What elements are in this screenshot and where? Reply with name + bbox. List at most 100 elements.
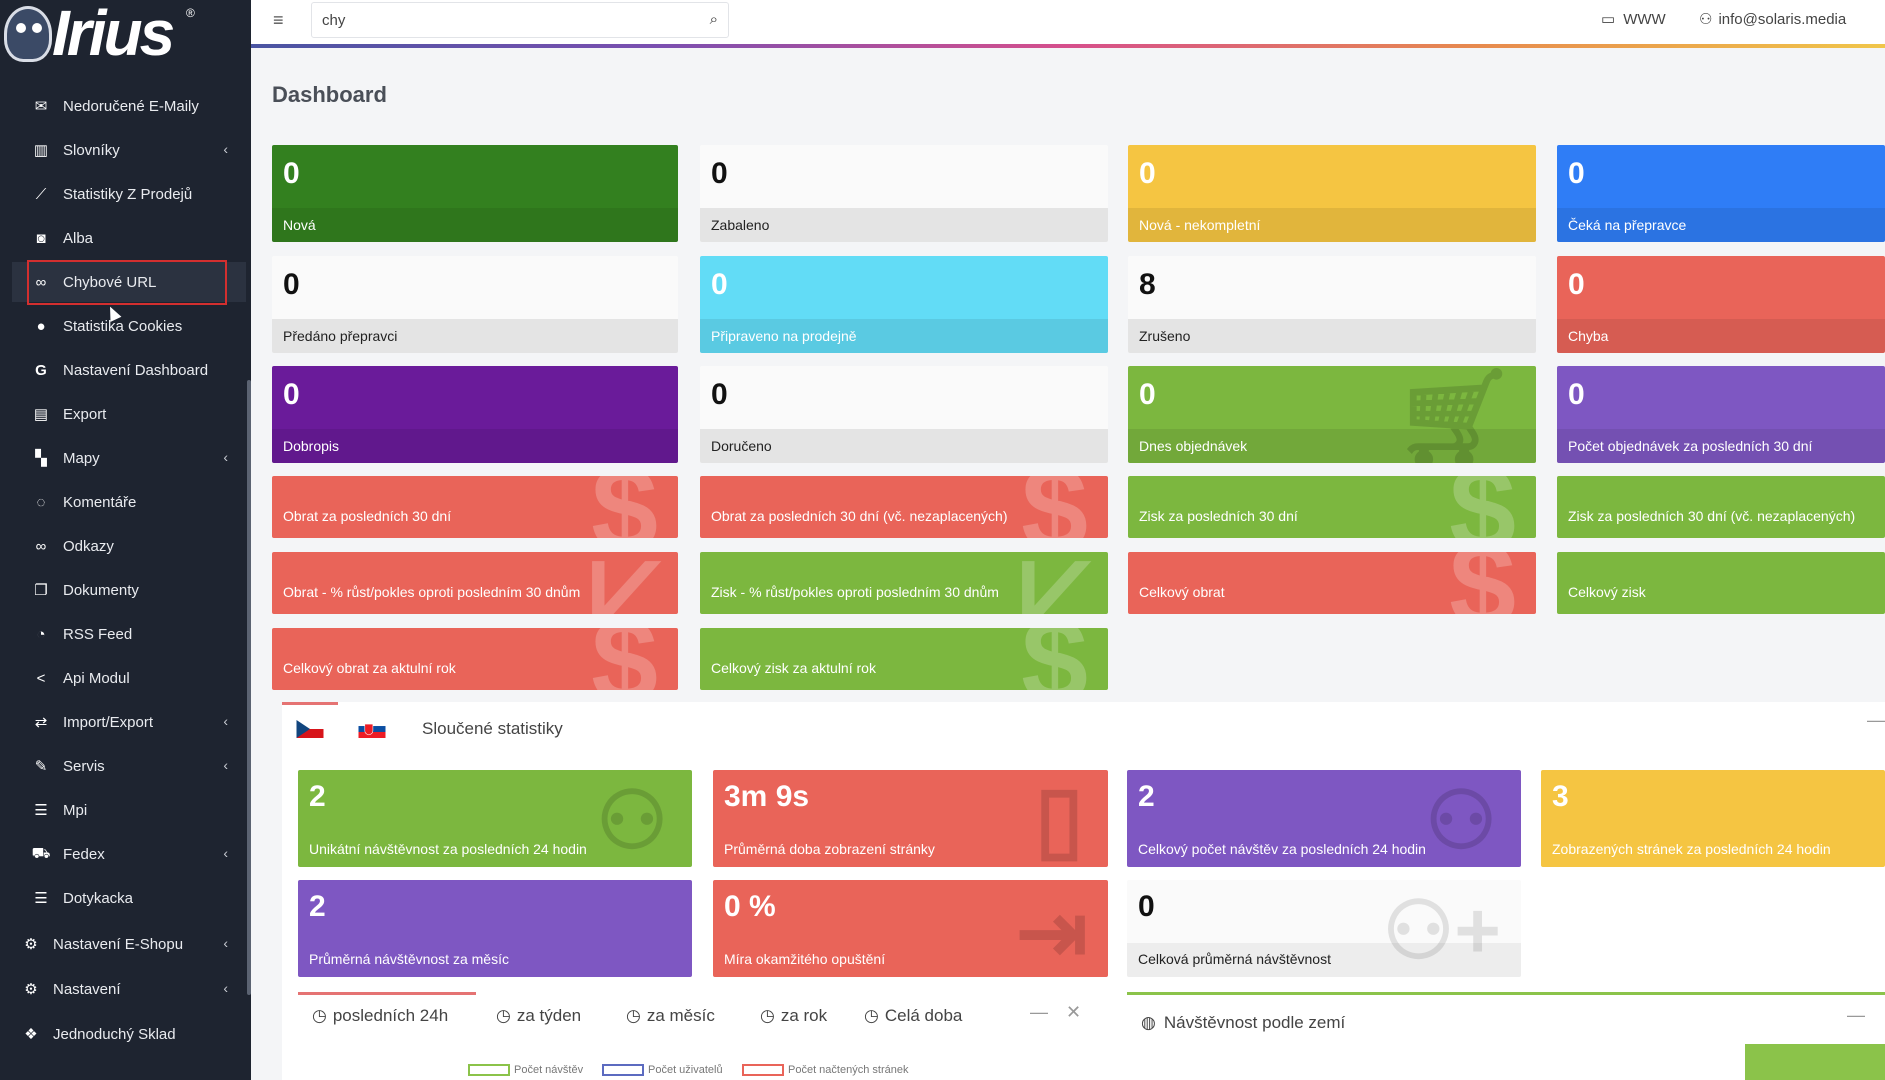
card-credit-note[interactable]: 0 Dobropis (272, 366, 678, 463)
tab-year[interactable]: ◷ za rok (760, 1006, 827, 1026)
hamburger-menu-icon[interactable]: ≡ (273, 10, 284, 30)
stat-label: Zobrazených stránek za posledních 24 hod… (1552, 841, 1831, 857)
stat-unique-visits[interactable]: 2 ⚇ Unikátní návštěvnost za posledních 24 … (298, 770, 692, 867)
card-value: 0 (1568, 268, 1585, 301)
tab-all-time[interactable]: ◷ Celá doba (864, 1006, 962, 1026)
sidebar-item-label: Statistiky Z Prodejů (63, 185, 193, 203)
legend-swatch (742, 1064, 784, 1076)
card-new-incomplete[interactable]: 0 Nová - nekompletní (1128, 145, 1536, 242)
card-value: 0 (711, 268, 728, 301)
minimize-icon[interactable]: — (1847, 1005, 1865, 1025)
card-orders-today[interactable]: 0 🛒︎ Dnes objednávek (1128, 366, 1536, 463)
strip-profit-growth[interactable]: ⩗ Zisk - % růst/pokles oproti posledním 3… (700, 552, 1108, 614)
strip-total-revenue[interactable]: $ Celkový obrat (1128, 552, 1536, 614)
card-label: Nová - nekompletní (1128, 208, 1536, 242)
sliders-icon: ☰ (34, 890, 48, 907)
sidebar-item-maps[interactable]: ▚ Mapy ‹ (12, 438, 246, 478)
sidebar-item-api-module[interactable]: < Api Modul (12, 658, 246, 698)
sidebar-scrollbar[interactable] (247, 380, 251, 995)
sidebar-item-documents[interactable]: ❐ Dokumenty (12, 570, 246, 610)
strip-profit-30-unpaid[interactable]: Zisk za posledních 30 dní (vč. nezaplace… (1557, 476, 1885, 538)
card-handed-carrier[interactable]: 0 Předáno přepravci (272, 256, 678, 353)
legend-label: Počet načtených stránek (788, 1064, 909, 1076)
sidebar-item-eshop-settings[interactable]: ⚙ Nastavení E-Shopu ‹ (12, 924, 246, 964)
stat-total-visits[interactable]: 2 ⚇ Celkový počet návštěv za posledních 24… (1127, 770, 1521, 867)
cookie-icon: ● (36, 317, 46, 335)
tab-week[interactable]: ◷ za týden (496, 1006, 581, 1026)
card-orders-30-days[interactable]: 0 Počet objednávek za posledních 30 dní (1557, 366, 1885, 463)
strip-profit-year[interactable]: $ Celkový zisk za aktulní rok (700, 628, 1108, 690)
card-error[interactable]: 0 Chyba (1557, 256, 1885, 353)
strip-revenue-growth[interactable]: ⩗ Obrat - % růst/pokles oproti posledním … (272, 552, 678, 614)
sidebar-item-export[interactable]: ▤ Export (12, 394, 246, 434)
legend-swatch (602, 1064, 644, 1076)
sidebar-item-label: Dokumenty (63, 581, 139, 599)
stat-bounce-rate[interactable]: 0 % ⇥ Míra okamžitého opuštění (713, 880, 1108, 977)
active-tab-indicator (298, 992, 476, 995)
sidebar-item-rss-feed[interactable]: ◔ RSS Feed (12, 614, 246, 654)
countries-title-text: Návštěvnost podle zemí (1163, 1013, 1346, 1032)
card-label: Předáno přepravci (272, 319, 678, 353)
stat-page-views[interactable]: 3 Zobrazených stránek za posledních 24 ho… (1541, 770, 1885, 867)
legend-pageviews: Počet načtených stránek (742, 1064, 908, 1076)
card-cancelled[interactable]: 8 Zrušeno (1128, 256, 1536, 353)
sidebar-item-dashboard-settings[interactable]: G Nastavení Dashboard (12, 350, 246, 390)
sidebar-item-comments[interactable]: ◌ Komentáře (12, 482, 246, 522)
sidebar-item-undelivered-emails[interactable]: ✉ Nedoručené E-Maily (12, 86, 246, 126)
www-link[interactable]: ▭ WWW (1601, 10, 1666, 29)
sidebar-item-dictionaries[interactable]: ▥ Slovníky ‹ (12, 130, 246, 170)
sidebar-item-service[interactable]: ✎ Servis ‹ (12, 746, 246, 786)
sidebar-item-label: Chybové URL (63, 273, 157, 291)
slovak-flag-icon[interactable] (358, 720, 386, 738)
strip-revenue-30-unpaid[interactable]: $ Obrat za posledních 30 dní (vč. nezapla… (700, 476, 1108, 538)
monitor-icon: ▭ (1601, 11, 1616, 28)
share-icon: < (36, 669, 46, 687)
strip-label: Celkový obrat za aktulní rok (283, 660, 456, 676)
sidebar-item-fedex[interactable]: ⛟ Fedex ‹ (12, 834, 246, 874)
search-icon[interactable]: ⌕ (709, 11, 718, 28)
gradient-divider (251, 44, 1885, 48)
www-label: WWW (1623, 10, 1666, 28)
strip-label: Zisk za posledních 30 dní (1139, 508, 1298, 524)
tab-last-24h[interactable]: ◷ posledních 24h (312, 1006, 448, 1026)
logo[interactable]: Irius ® (0, 0, 251, 70)
stat-avg-page-time[interactable]: 3m 9s ▯ Průměrná doba zobrazení stránky (713, 770, 1108, 867)
sidebar-item-simple-warehouse[interactable]: ❖ Jednoduchý Sklad (12, 1014, 246, 1054)
card-delivered[interactable]: 0 Doručeno (700, 366, 1108, 463)
sidebar-item-links[interactable]: ∞ Odkazy (12, 526, 246, 566)
card-packed[interactable]: 0 Zabaleno (700, 145, 1108, 242)
stat-monthly-avg[interactable]: 2 Průměrná návštěvnost za měsíc (298, 880, 692, 977)
close-icon[interactable]: ✕ (1066, 1002, 1082, 1022)
sidebar-item-sales-stats[interactable]: ⟋ Statistiky Z Prodejů (12, 174, 246, 214)
sidebar-item-label: RSS Feed (63, 625, 133, 643)
stat-total-avg[interactable]: 0 ⚇+ Celková průměrná návštěvnost (1127, 880, 1521, 977)
sidebar-item-error-urls[interactable]: ∞ Chybové URL (12, 262, 246, 302)
sidebar-item-import-export[interactable]: ⇄ Import/Export ‹ (12, 702, 246, 742)
sidebar-item-label: Jednoduchý Sklad (53, 1025, 176, 1043)
legend-label: Počet uživatelů (648, 1064, 723, 1076)
search-input[interactable]: chy ⌕ (311, 2, 729, 38)
stat-value: 2 (309, 780, 326, 813)
card-waiting-carrier[interactable]: 0 Čeká na přepravce (1557, 145, 1885, 242)
strip-total-profit[interactable]: Celkový zisk (1557, 552, 1885, 614)
card-label: Doručeno (700, 429, 1108, 463)
strip-profit-30[interactable]: $ Zisk za posledních 30 dní (1128, 476, 1536, 538)
sidebar-item-label: Nastavení Dashboard (63, 361, 209, 379)
sidebar-item-mpi[interactable]: ☰ Mpi (12, 790, 246, 830)
sidebar-item-settings[interactable]: ⚙ Nastavení ‹ (12, 969, 246, 1009)
czech-flag-icon[interactable] (296, 720, 324, 738)
sidebar-item-cookies-stats[interactable]: ● Statistika Cookies (12, 306, 246, 346)
sidebar-item-dotykacka[interactable]: ☰ Dotykacka (12, 878, 246, 918)
sidebar-item-albums[interactable]: ◙ Alba (12, 218, 246, 258)
minimize-icon[interactable]: — (1030, 1002, 1048, 1022)
minimize-icon[interactable]: — (1867, 710, 1885, 730)
user-menu[interactable]: ⚇ info@solaris.media (1699, 10, 1846, 29)
card-new[interactable]: 0 Nová (272, 145, 678, 242)
strip-revenue-30[interactable]: $ Obrat za posledních 30 dní (272, 476, 678, 538)
clock-icon: ◷ (626, 1006, 641, 1025)
tab-month[interactable]: ◷ za měsíc (626, 1006, 715, 1026)
selection-highlight (27, 260, 227, 305)
card-ready-store[interactable]: 0 Připraveno na prodejně (700, 256, 1108, 353)
strip-revenue-year[interactable]: $ Celkový obrat za aktulní rok (272, 628, 678, 690)
link-icon: ∞ (35, 537, 47, 555)
